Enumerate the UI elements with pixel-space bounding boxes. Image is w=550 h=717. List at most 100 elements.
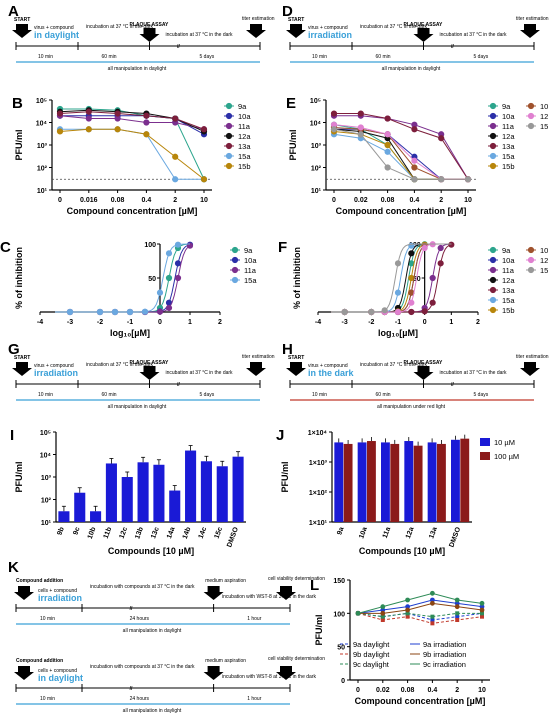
data-point <box>489 266 497 274</box>
data-point <box>489 102 497 110</box>
down-arrow-icon <box>12 362 32 376</box>
down-arrow-icon <box>139 366 160 380</box>
incubation2-label: incubation at 37 °C in the dark <box>166 370 234 376</box>
incubation-label: incubation at 37 °C in the dark <box>86 362 154 368</box>
y-tick-label: 10⁵ <box>40 430 51 437</box>
time-label: 60 min <box>376 54 391 60</box>
bar <box>90 511 102 522</box>
condition-label: in the dark <box>308 368 355 378</box>
x-tick-label: 1 <box>188 319 192 326</box>
condition-label: irradiation <box>308 30 352 40</box>
data-point <box>394 308 402 315</box>
x-tick-label: 13c <box>150 526 161 539</box>
data-point <box>489 132 497 140</box>
y-tick-label: 100 <box>409 242 421 249</box>
legend-label: 9a <box>502 246 511 255</box>
data-point <box>479 604 485 610</box>
legend-label: 10a <box>502 256 515 265</box>
data-point <box>56 128 64 135</box>
step-label: virus + compound <box>34 363 74 369</box>
bar <box>216 466 228 522</box>
x-tick-label: 2 <box>476 319 480 326</box>
x-axis-label: log₁₀[µM] <box>378 328 418 338</box>
data-point <box>231 276 239 284</box>
wst-label: incubation with WST-8 at 37 °C in the da… <box>222 674 316 680</box>
x-axis-label: Compounds [10 µM] <box>108 546 194 556</box>
y-tick-label: 10¹ <box>41 520 52 527</box>
data-point <box>225 142 233 150</box>
y-tick-label: 100 <box>144 242 156 249</box>
data-point <box>165 304 173 312</box>
legend-label: 10a <box>238 112 251 121</box>
bar <box>367 441 376 522</box>
legend-label: 11a <box>238 122 251 131</box>
down-arrow-icon <box>286 362 306 376</box>
data-point <box>225 122 233 130</box>
down-arrow-icon <box>203 586 224 600</box>
y-tick-label: 10⁵ <box>36 98 47 105</box>
x-tick-label: 10 <box>478 687 486 694</box>
y-tick-label: 1×10² <box>309 490 328 497</box>
data-point <box>438 176 445 183</box>
x-tick-label: 2 <box>173 197 177 204</box>
series-line <box>333 130 468 180</box>
time-label: 60 min <box>102 392 117 398</box>
time-label: 24 hours <box>130 616 150 622</box>
x-tick-label: DMSO <box>448 526 462 549</box>
incubation-label: incubation at 37 °C in the dark <box>86 24 154 30</box>
legend-label: 11a <box>502 122 515 131</box>
x-tick-label: 9c <box>72 526 81 536</box>
data-point <box>384 164 391 171</box>
data-point <box>384 131 391 138</box>
panel-label: L <box>310 577 319 594</box>
legend-label: 10a <box>244 256 257 265</box>
y-axis-label: PFU/ml <box>14 461 24 492</box>
data-point <box>430 600 435 606</box>
y-tick-label: 10³ <box>311 143 322 150</box>
legend-label: 12 <box>540 112 548 121</box>
y-tick-label: 10¹ <box>311 188 322 195</box>
x-tick-label: DMSO <box>226 526 240 549</box>
data-point <box>527 266 535 274</box>
data-point <box>489 306 497 314</box>
titer-label: titer estimation <box>516 354 549 360</box>
bar <box>357 442 367 522</box>
data-point <box>380 618 385 622</box>
data-point <box>384 148 391 155</box>
data-point <box>85 115 92 122</box>
panel-label: I <box>10 427 14 444</box>
viability-timeline: K Compound addition cells + compoundirradi… <box>8 559 325 634</box>
manipulation-label: all manipulation in daylight <box>123 628 182 634</box>
down-arrow-icon <box>246 362 266 376</box>
legend-label: 10 <box>540 102 548 111</box>
time-label: 5 days <box>474 54 489 60</box>
x-tick-label: 0.4 <box>410 197 420 204</box>
panel-label: D <box>282 3 293 20</box>
x-tick-label: 11b <box>103 526 114 539</box>
x-tick-label: 12c <box>119 526 130 539</box>
condition-label: in daylight <box>38 673 83 683</box>
legend-label: 9c irradiation <box>423 660 466 669</box>
y-tick-label: 10⁴ <box>36 121 48 128</box>
data-point <box>231 246 239 254</box>
data-point <box>411 126 418 133</box>
assay-label: PLAQUE ASSAY <box>404 22 443 28</box>
legend-label: 9a irradiation <box>423 640 466 649</box>
data-point <box>380 610 386 616</box>
legend-label: 9b irradiation <box>423 650 466 659</box>
legend-label: 11a <box>502 266 515 275</box>
y-tick-label: 1×10¹ <box>309 520 328 527</box>
assay-label: PLAQUE ASSAY <box>130 22 169 28</box>
legend-label: 15a <box>502 296 515 305</box>
down-arrow-icon <box>14 586 34 600</box>
manipulation-label: all manipulation in daylight <box>382 66 441 72</box>
break-marker: // <box>451 382 454 388</box>
data-point <box>430 618 435 622</box>
data-point <box>527 112 535 120</box>
bar <box>169 490 181 522</box>
x-tick-label: 0 <box>58 197 62 204</box>
series-line <box>59 111 205 130</box>
